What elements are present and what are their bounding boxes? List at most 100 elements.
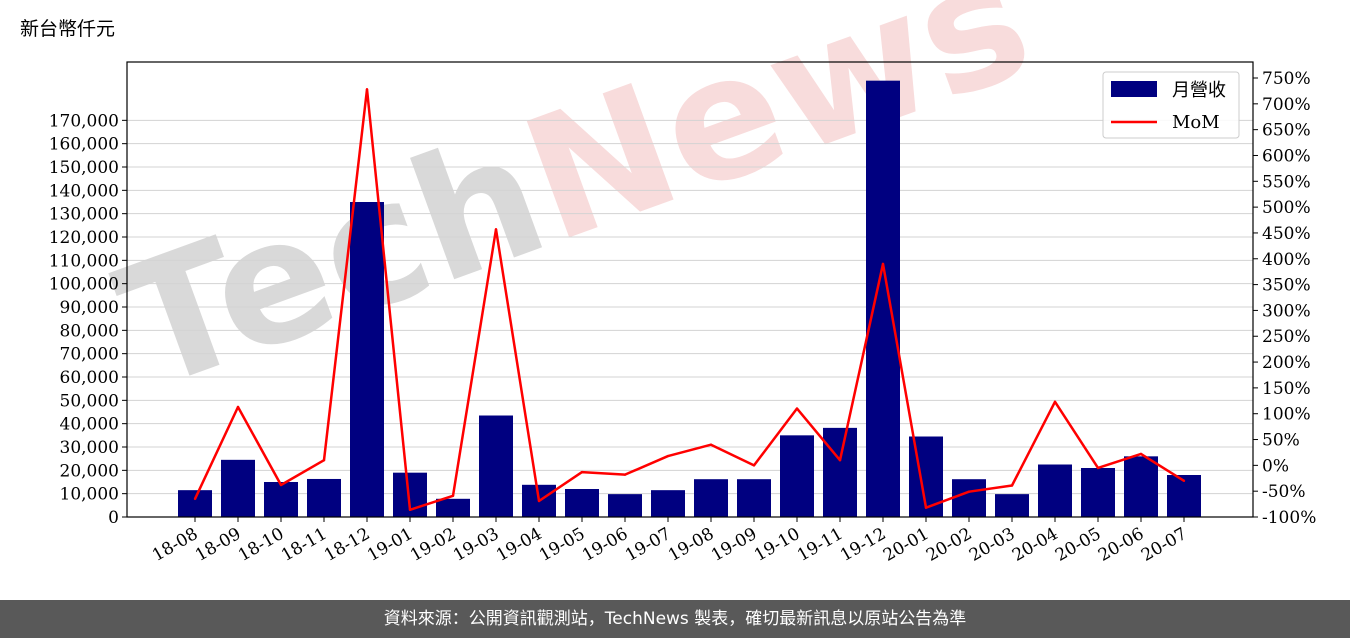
x-tick-label: 19-11 (794, 524, 846, 566)
unit-label: 新台幣仟元 (20, 18, 116, 40)
bar-19-09 (737, 479, 771, 517)
left-tick-label: 170,000 (49, 111, 119, 131)
x-tick-label: 18-12 (321, 524, 373, 566)
right-tick-label: 750% (1262, 69, 1311, 89)
x-tick-label: 19-06 (579, 524, 631, 566)
right-tick-label: 450% (1262, 224, 1311, 244)
x-tick-label: 18-09 (192, 524, 244, 566)
bar-19-02 (436, 498, 470, 517)
mom-line (193, 88, 1185, 512)
mom-line-series (193, 88, 1186, 512)
x-tick-label: 18-10 (235, 524, 287, 566)
mom-point-20-07 (1182, 479, 1186, 483)
right-tick-label: -50% (1262, 482, 1306, 502)
left-tick-label: 90,000 (60, 298, 119, 318)
bar-19-07 (651, 490, 685, 517)
mom-point-19-12 (881, 262, 885, 266)
legend: 月營收 MoM (1102, 71, 1240, 139)
mom-point-18-10 (279, 483, 283, 487)
mom-point-18-08 (193, 497, 197, 501)
mom-point-18-11 (322, 458, 326, 462)
legend-bar-label: 月營收 (1172, 80, 1226, 101)
x-tick-label: 19-10 (751, 524, 803, 566)
left-tick-label: 160,000 (49, 135, 119, 155)
mom-point-19-11 (838, 458, 842, 462)
right-tick-label: 650% (1262, 121, 1311, 141)
left-tick-label: 110,000 (49, 251, 119, 271)
left-tick-label: 130,000 (49, 205, 119, 225)
x-tick-label: 20-01 (880, 524, 932, 566)
mom-point-20-03 (1010, 484, 1014, 487)
plot-frame (126, 61, 1254, 518)
right-tick-label: 350% (1262, 276, 1311, 296)
bar-19-05 (565, 489, 599, 517)
mom-point-19-09 (752, 464, 756, 467)
x-tick-label: 19-05 (536, 524, 588, 566)
mom-point-19-04 (537, 499, 541, 503)
x-tick-label: 18-08 (149, 524, 201, 566)
left-tick-label: 10,000 (60, 485, 119, 505)
legend-line-label: MoM (1172, 112, 1220, 133)
mom-point-20-01 (924, 506, 928, 509)
bar-18-08 (178, 490, 212, 517)
bar-20-02 (952, 479, 986, 517)
bar-20-04 (1038, 464, 1072, 517)
x-tick-label: 19-09 (708, 524, 760, 566)
mom-point-19-02 (451, 494, 455, 498)
legend-bar-swatch (1111, 81, 1157, 97)
mom-point-20-05 (1096, 466, 1100, 470)
mom-point-19-06 (623, 473, 627, 476)
bar-18-09 (221, 459, 255, 517)
mom-point-19-03 (494, 228, 498, 231)
x-tick-label: 19-07 (622, 524, 674, 566)
chart: TechNews 0 10,000 20,000 30,000 40,000 50,000… (49, 0, 1317, 566)
bar-series (178, 80, 1201, 518)
right-tick-label: 250% (1262, 327, 1311, 347)
mom-point-19-05 (580, 470, 584, 474)
right-y-axis: -100% -50% 0% 50% 100% 150% 200% 250% 300% 350% 40… (1253, 69, 1316, 528)
watermark-text: TechNews (96, 0, 1053, 429)
right-tick-label: 550% (1262, 172, 1311, 192)
mom-point-19-08 (709, 443, 713, 446)
x-tick-label: 20-02 (923, 524, 975, 566)
left-tick-label: 120,000 (49, 228, 119, 248)
right-tick-label: 0% (1262, 456, 1289, 476)
bar-19-08 (694, 479, 728, 517)
mom-point-19-07 (666, 454, 670, 458)
bar-20-05 (1081, 468, 1115, 517)
left-tick-label: 0 (108, 508, 119, 528)
bar-19-12 (866, 80, 900, 518)
right-tick-label: 50% (1262, 431, 1300, 451)
left-tick-label: 70,000 (60, 345, 119, 365)
bar-18-11 (307, 478, 341, 517)
bar-20-03 (995, 494, 1029, 517)
left-tick-label: 150,000 (49, 158, 119, 178)
left-tick-label: 40,000 (60, 415, 119, 435)
right-tick-label: 100% (1262, 405, 1311, 425)
x-tick-label: 18-11 (278, 524, 330, 566)
mom-point-18-12 (365, 88, 369, 91)
grid-lines (127, 119, 1253, 518)
x-tick-label: 20-06 (1095, 524, 1147, 566)
right-tick-label: 300% (1262, 301, 1311, 321)
x-tick-label: 19-01 (364, 524, 416, 566)
x-tick-label: 19-03 (450, 524, 502, 566)
mom-point-19-01 (408, 508, 412, 511)
left-y-axis: 0 10,000 20,000 30,000 40,000 50,000 60,000 70,… (49, 111, 127, 528)
bar-18-12 (350, 202, 384, 517)
x-tick-label: 20-07 (1138, 524, 1190, 566)
x-tick-label: 19-08 (665, 524, 717, 566)
right-tick-label: -100% (1262, 508, 1316, 528)
mom-point-18-09 (236, 405, 240, 409)
x-tick-label: 20-05 (1052, 524, 1104, 566)
bar-19-06 (608, 494, 642, 517)
bar-18-10 (264, 482, 298, 517)
left-tick-label: 30,000 (60, 438, 119, 458)
bar-19-10 (780, 435, 814, 517)
watermark: TechNews (96, 0, 1053, 429)
source-footer: 資料來源：公開資訊觀測站，TechNews 製表，確切最新訊息以原站公告為準 (0, 600, 1350, 638)
right-tick-label: 600% (1262, 146, 1311, 166)
left-tick-label: 80,000 (60, 321, 119, 341)
right-tick-label: 700% (1262, 95, 1311, 115)
left-tick-label: 20,000 (60, 461, 119, 481)
